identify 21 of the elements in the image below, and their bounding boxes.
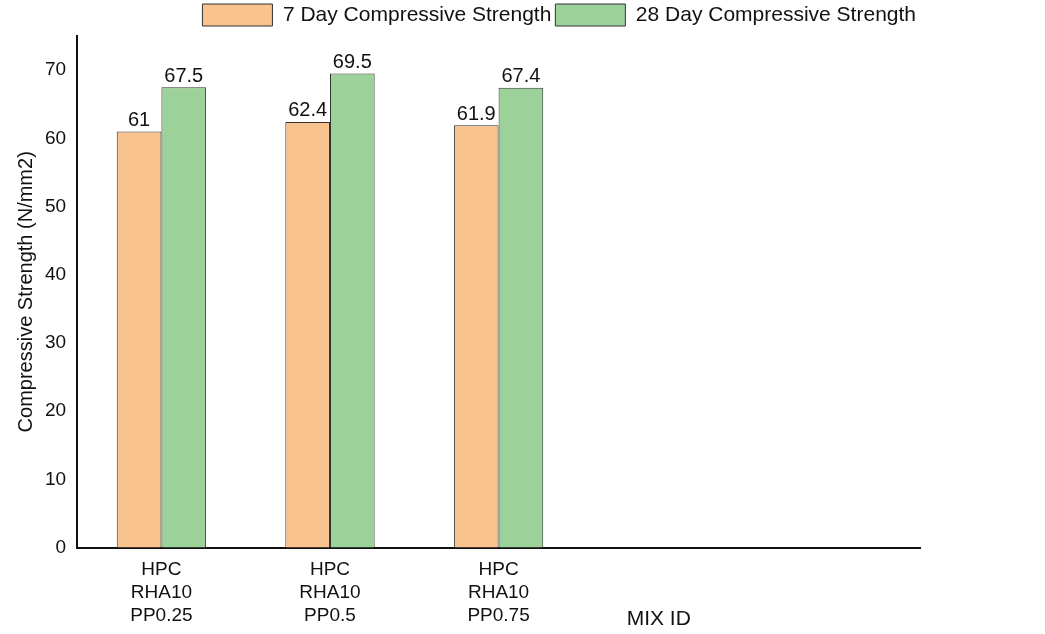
x-tick-label: HPC RHA10 PP0.25: [130, 558, 193, 625]
y-tick-label: 20: [44, 399, 67, 421]
y-tick-label: 40: [44, 262, 67, 284]
data-label: 61.9: [456, 101, 496, 124]
x-tick-label: HPC RHA10 PP0.5: [299, 558, 361, 625]
data-label: 61: [127, 108, 151, 131]
x-axis-title: MIX ID: [626, 606, 691, 630]
data-label: 67.5: [164, 63, 204, 86]
data-label: 69.5: [332, 50, 372, 73]
legend-label: 28 Day Compressive Strength: [635, 1, 917, 25]
data-label: 62.4: [288, 98, 328, 121]
y-tick-label: 50: [44, 194, 67, 216]
y-tick-label: 70: [44, 58, 67, 80]
x-tick-label: HPC RHA10 PP0.75: [467, 558, 530, 625]
y-tick-label: 30: [44, 331, 67, 353]
legend-label: 7 Day Compressive Strength: [282, 1, 552, 25]
y-tick-label: 10: [44, 467, 67, 489]
y-axis-title: Compressive Strength (N/mm2): [13, 151, 36, 433]
y-tick-label: 60: [44, 126, 67, 148]
y-tick-label: 0: [55, 535, 67, 557]
data-label: 67.4: [501, 64, 541, 87]
